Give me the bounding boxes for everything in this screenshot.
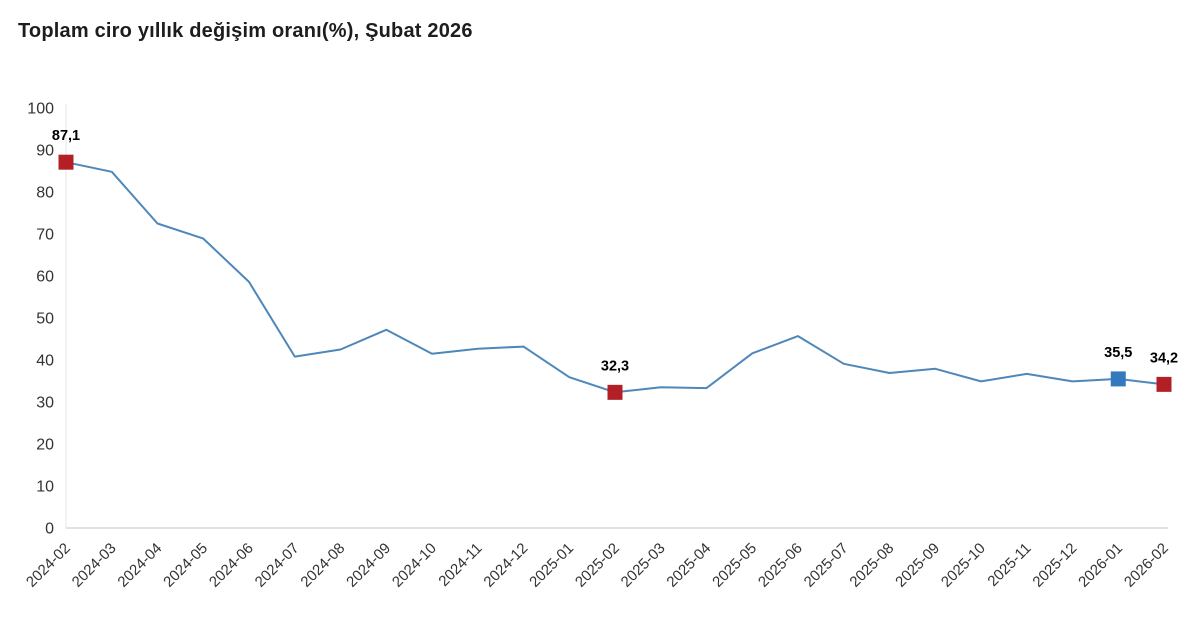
x-axis-tick-label: 2025-07 — [801, 540, 852, 591]
y-axis-tick-label: 10 — [36, 479, 54, 496]
x-axis-tick-label: 2025-08 — [846, 540, 897, 591]
chart-title: Toplam ciro yıllık değişim oranı(%), Şub… — [18, 20, 473, 42]
x-axis-tick-label: 2024-03 — [69, 540, 120, 591]
x-axis-tick-label: 2025-01 — [526, 540, 577, 591]
data-label-2025-02: 32,3 — [601, 358, 629, 374]
y-axis-tick-label: 80 — [36, 185, 54, 202]
x-axis-tick-label: 2025-02 — [572, 540, 623, 591]
data-label-2024-02: 87,1 — [52, 128, 80, 144]
x-axis-tick-label: 2024-05 — [160, 540, 211, 591]
y-axis-tick-label: 100 — [27, 101, 54, 118]
x-axis-tick-label: 2024-09 — [343, 540, 394, 591]
x-axis-tick-label: 2026-01 — [1075, 540, 1126, 591]
marker-2026-01[interactable] — [1110, 371, 1126, 387]
x-axis-tick-label: 2025-03 — [618, 540, 669, 591]
x-axis-tick-label: 2024-07 — [252, 540, 303, 591]
y-axis-tick-label: 90 — [36, 143, 54, 160]
x-axis-tick-label: 2025-04 — [663, 540, 714, 591]
x-axis-tick-label: 2025-11 — [984, 540, 1034, 590]
x-axis-tick-label: 2024-02 — [23, 540, 74, 591]
x-axis-tick-label: 2024-10 — [389, 540, 440, 591]
x-axis-tick-label: 2024-08 — [297, 540, 348, 591]
x-axis-tick-label: 2024-12 — [480, 540, 531, 591]
y-axis-tick-label: 30 — [36, 395, 54, 412]
marker-2024-02[interactable] — [58, 154, 74, 170]
x-axis-tick-label: 2025-09 — [892, 540, 943, 591]
x-axis-tick-label: 2025-06 — [755, 540, 806, 591]
y-axis-tick-label: 60 — [36, 269, 54, 286]
y-axis-tick-label: 40 — [36, 353, 54, 370]
y-axis-tick-label: 20 — [36, 437, 54, 454]
x-axis-tick-label: 2026-02 — [1121, 540, 1172, 591]
x-axis-tick-label: 2024-04 — [114, 540, 165, 591]
x-axis-tick-label: 2025-12 — [1029, 540, 1080, 591]
x-axis-tick-label: 2024-11 — [435, 540, 485, 590]
x-axis-tick-label: 2025-10 — [938, 540, 989, 591]
y-axis-tick-label: 70 — [36, 227, 54, 244]
y-axis-tick-label: 0 — [45, 521, 54, 538]
x-axis-tick-label: 2025-05 — [709, 540, 760, 591]
marker-2025-02[interactable] — [607, 384, 623, 400]
data-label-2026-01: 35,5 — [1104, 345, 1132, 361]
x-axis-tick-label: 2024-06 — [206, 540, 257, 591]
y-axis-tick-label: 50 — [36, 311, 54, 328]
data-label-2026-02: 34,2 — [1150, 350, 1178, 366]
marker-2026-02[interactable] — [1156, 376, 1172, 392]
